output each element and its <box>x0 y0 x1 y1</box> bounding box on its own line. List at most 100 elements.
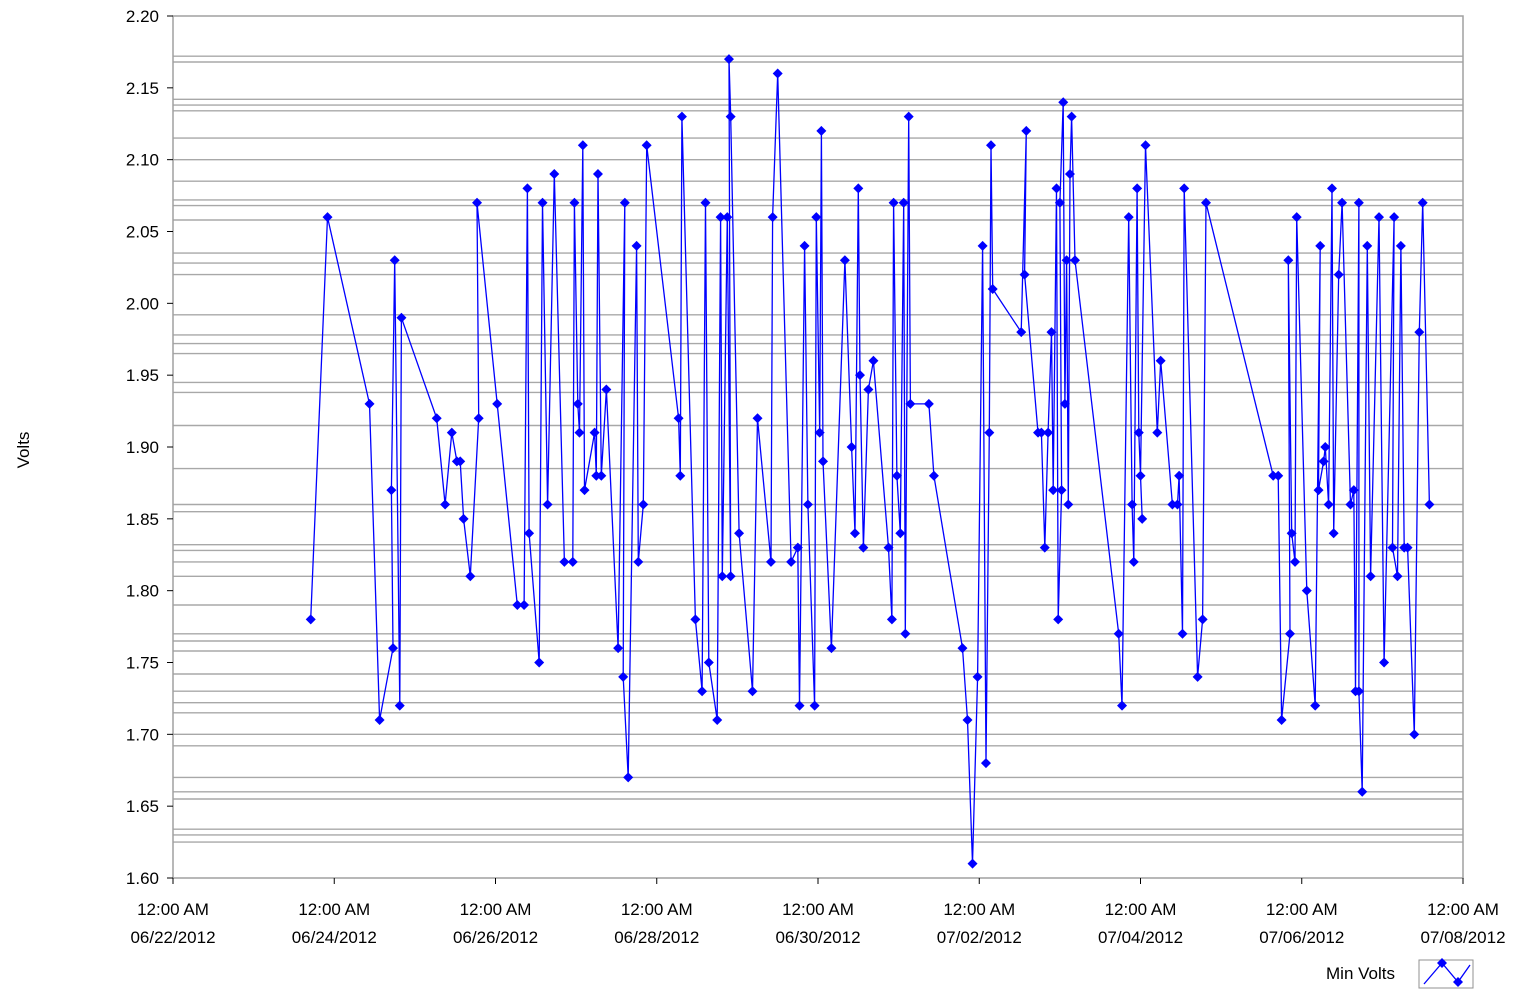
data-point <box>431 413 442 424</box>
x-tick-date: 07/04/2012 <box>1098 928 1183 947</box>
data-point <box>1348 485 1359 496</box>
data-point <box>1177 628 1188 639</box>
data-point <box>1179 183 1190 194</box>
data-point <box>725 111 736 122</box>
data-point <box>799 240 810 251</box>
data-point <box>723 54 734 65</box>
data-point <box>1395 240 1406 251</box>
data-point <box>1337 197 1348 208</box>
data-point <box>465 571 476 582</box>
data-point <box>1291 212 1302 223</box>
data-point <box>957 643 968 654</box>
legend-marker <box>1437 958 1447 968</box>
data-point <box>601 384 612 395</box>
data-point <box>816 125 827 136</box>
data-point <box>898 197 909 208</box>
data-point <box>1323 499 1334 510</box>
data-point <box>1192 671 1203 682</box>
data-point <box>1174 470 1185 481</box>
data-point <box>1333 269 1344 280</box>
data-point <box>849 528 860 539</box>
data-point <box>725 571 736 582</box>
data-point <box>492 398 503 409</box>
x-tick-date: 06/30/2012 <box>775 928 860 947</box>
data-point <box>854 370 865 381</box>
data-point <box>1320 442 1331 452</box>
data-point <box>868 355 879 366</box>
data-point <box>1310 700 1321 711</box>
data-point <box>322 212 333 223</box>
data-point <box>1328 528 1339 539</box>
data-point <box>589 427 600 438</box>
y-tick-label: 2.10 <box>126 151 159 170</box>
data-point <box>1132 183 1143 194</box>
y-tick-label: 1.85 <box>126 510 159 529</box>
data-point <box>374 714 385 725</box>
data-point <box>1051 183 1062 194</box>
data-point <box>900 628 911 639</box>
y-tick-label: 1.95 <box>126 366 159 385</box>
data-point <box>567 556 578 567</box>
data-point <box>1301 585 1312 596</box>
data-point <box>472 197 483 208</box>
data-point <box>623 772 634 783</box>
data-point <box>905 398 916 409</box>
y-tick-label: 1.80 <box>126 582 159 601</box>
data-point <box>923 398 934 409</box>
data-point <box>967 858 978 869</box>
data-point <box>305 614 316 625</box>
x-tick-date: 06/28/2012 <box>614 928 699 947</box>
data-point <box>592 169 603 180</box>
data-point <box>1172 499 1183 510</box>
data-point <box>700 197 711 208</box>
data-point <box>458 513 469 524</box>
data-point <box>537 197 548 208</box>
data-point <box>1123 212 1134 223</box>
data-point <box>734 528 745 539</box>
y-tick-label: 2.15 <box>126 79 159 98</box>
data-point <box>1414 327 1425 338</box>
data-point <box>1315 240 1326 251</box>
data-point <box>1197 614 1208 625</box>
data-point <box>972 671 983 682</box>
data-point <box>1318 456 1329 467</box>
data-point <box>1063 499 1074 510</box>
data-point <box>676 111 687 122</box>
data-point <box>596 470 607 481</box>
data-point <box>1113 628 1124 639</box>
data-point <box>814 427 825 438</box>
y-tick-label: 2.05 <box>126 223 159 242</box>
data-point <box>1283 255 1294 266</box>
data-point <box>1069 255 1080 266</box>
x-tick-time: 12:00 AM <box>298 900 370 919</box>
x-tick-time: 12:00 AM <box>137 900 209 919</box>
data-point <box>722 212 733 223</box>
data-point <box>863 384 874 395</box>
data-point <box>903 111 914 122</box>
data-point <box>715 212 726 223</box>
data-point <box>984 427 995 438</box>
data-point <box>1417 197 1428 208</box>
y-tick-label: 2.00 <box>126 294 159 313</box>
data-point <box>638 499 649 510</box>
y-axis-title: Volts <box>14 432 33 469</box>
x-axis: 12:00 AM 06/22/2012 12:00 AM 06/24/2012 12:0… <box>130 878 1506 947</box>
data-point <box>1133 427 1144 438</box>
x-tick-date: 07/02/2012 <box>937 928 1022 947</box>
data-point <box>792 542 803 553</box>
data-point <box>697 686 708 697</box>
plot-frame <box>172 15 1464 879</box>
data-point <box>1127 499 1138 510</box>
data-point <box>1326 183 1337 194</box>
data-point <box>512 600 523 611</box>
data-point <box>772 68 783 79</box>
data-point <box>1353 686 1364 697</box>
data-point <box>1064 169 1075 180</box>
y-axis: 1.60 1.65 1.70 1.75 1.80 1.85 1.90 1.95 2.00 2.05… <box>126 7 173 888</box>
y-tick-label: 1.70 <box>126 725 159 744</box>
data-point <box>1066 111 1077 122</box>
data-point <box>641 140 652 151</box>
data-point <box>747 686 758 697</box>
data-point <box>1056 485 1067 496</box>
